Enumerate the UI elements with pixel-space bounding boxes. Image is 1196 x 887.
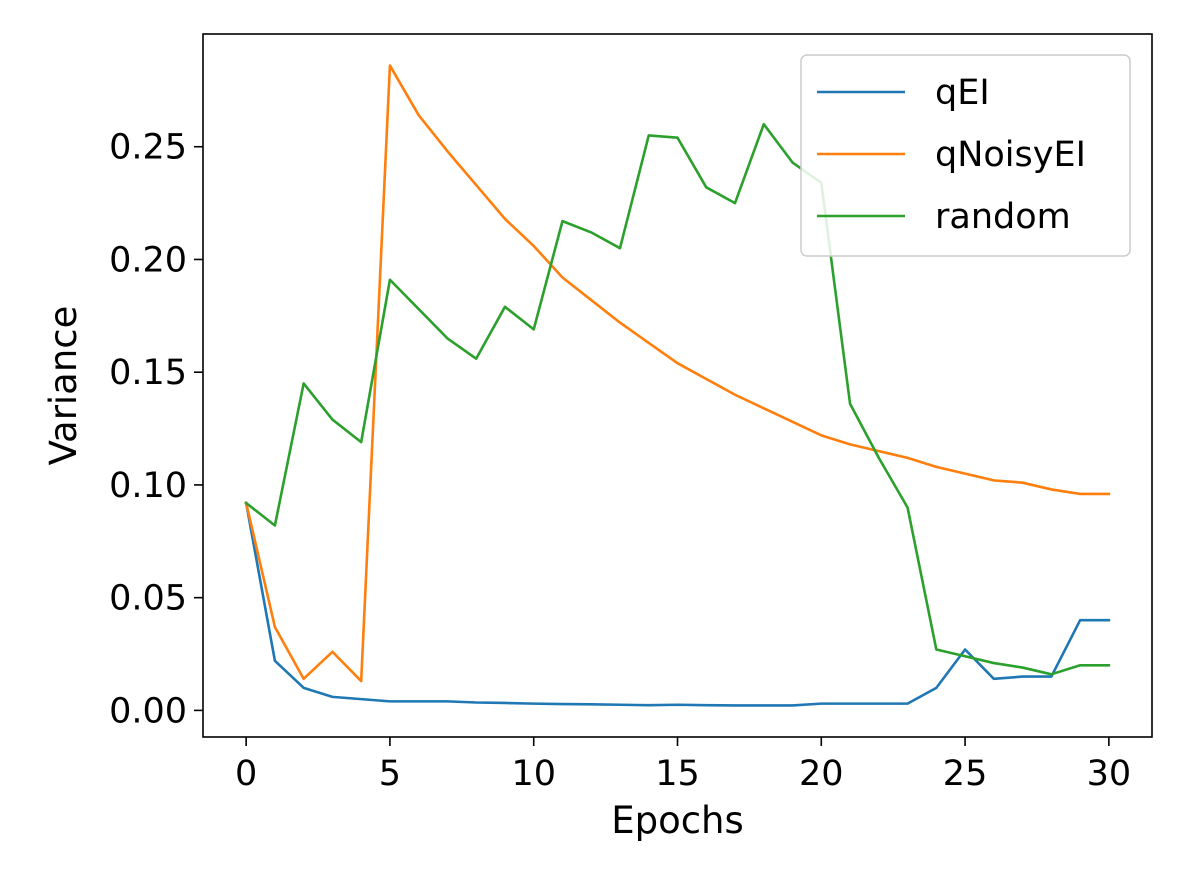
y-axis-label: Variance	[42, 306, 85, 466]
x-tick-label: 20	[799, 754, 844, 794]
legend: qEI qNoisyEI random	[800, 54, 1131, 257]
x-tick-label: 10	[511, 754, 556, 794]
y-tick-label: 0.25	[109, 128, 187, 168]
y-tick-label: 0.10	[109, 466, 187, 506]
y-tick-label: 0.00	[109, 691, 187, 731]
x-tick-label: 15	[655, 754, 700, 794]
series-line-qnoisyei	[244, 64, 1111, 683]
x-tick-label: 0	[235, 754, 257, 794]
x-axis-label: Epochs	[611, 799, 744, 842]
legend-label-qnoisyei: qNoisyEI	[935, 135, 1086, 175]
x-tick-label: 30	[1087, 754, 1132, 794]
series-line-random	[244, 122, 1111, 676]
x-ticks: 0 5 10 15 20 25 30	[235, 737, 1131, 794]
y-tick-label: 0.15	[109, 353, 187, 393]
legend-label-random: random	[935, 197, 1071, 237]
series-layer	[244, 64, 1111, 707]
x-tick-label: 25	[943, 754, 988, 794]
y-ticks: 0.00 0.05 0.10 0.15 0.20 0.25	[109, 128, 203, 731]
series-line-qei	[244, 501, 1111, 707]
y-tick-label: 0.05	[109, 579, 187, 619]
x-tick-label: 5	[379, 754, 401, 794]
legend-box	[800, 54, 1131, 257]
legend-label-qei: qEI	[935, 73, 990, 113]
y-tick-label: 0.20	[109, 240, 187, 280]
